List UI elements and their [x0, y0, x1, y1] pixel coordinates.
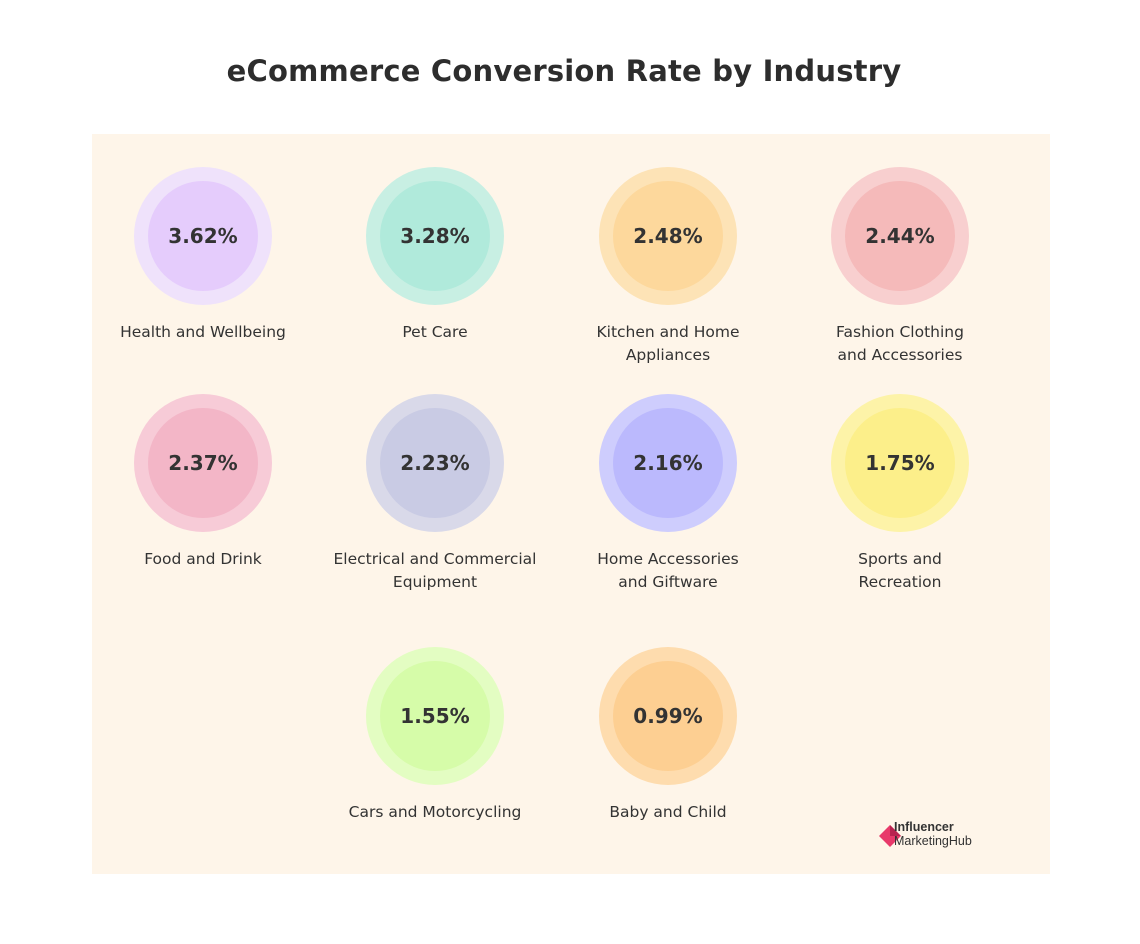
bubble-outer-circle: 2.48% — [599, 167, 737, 305]
bubble-item: 2.48% Kitchen and Home Appliances — [552, 167, 784, 367]
bubble-item: 1.55% Cars and Motorcycling — [319, 647, 551, 824]
logo-diamond-icon — [879, 825, 901, 847]
bubble-outer-circle: 2.23% — [366, 394, 504, 532]
bubble-inner-circle — [613, 181, 723, 291]
bubble-label: Home Accessories and Giftware — [597, 550, 739, 591]
bubble-outer-circle: 1.75% — [831, 394, 969, 532]
bubble-label: Baby and Child — [609, 803, 727, 821]
bubble-value: 2.23% — [400, 451, 470, 475]
bubble-label: Health and Wellbeing — [120, 323, 286, 341]
bubble-outer-circle: 2.44% — [831, 167, 969, 305]
bubble-item: 0.99% Baby and Child — [552, 647, 784, 824]
bubble-value: 2.16% — [633, 451, 703, 475]
bubble-inner-circle — [845, 181, 955, 291]
bubble-value: 0.99% — [633, 704, 703, 728]
bubble-item: 3.62% Health and Wellbeing — [87, 167, 319, 344]
logo-text: Influencer MarketingHub — [894, 820, 972, 848]
bubble-inner-circle — [380, 661, 490, 771]
bubble-value: 2.37% — [168, 451, 238, 475]
bubble-outer-circle: 3.28% — [366, 167, 504, 305]
bubble-outer-circle: 3.62% — [134, 167, 272, 305]
bubble-label: Cars and Motorcycling — [348, 803, 522, 821]
bubble-item: 2.44% Fashion Clothing and Accessories — [784, 167, 1016, 367]
bubble-value: 3.62% — [168, 224, 238, 248]
bubble-inner-circle — [380, 181, 490, 291]
bubble-inner-circle — [845, 408, 955, 518]
bubble-inner-circle — [613, 661, 723, 771]
bubble-inner-circle — [613, 408, 723, 518]
bubble-outer-circle: 0.99% — [599, 647, 737, 785]
bubble-item: 2.16% Home Accessories and Giftware — [552, 394, 784, 594]
bubble-outer-circle: 1.55% — [366, 647, 504, 785]
bubble-label: Pet Care — [402, 323, 468, 341]
bubble-inner-circle — [148, 181, 258, 291]
bubble-item: 2.37% Food and Drink — [87, 394, 319, 571]
bubble-inner-circle — [148, 408, 258, 518]
bubble-outer-circle: 2.37% — [134, 394, 272, 532]
bubble-outer-circle: 2.16% — [599, 394, 737, 532]
influencer-marketing-hub-logo: Influencer MarketingHub — [878, 818, 1008, 852]
logo-line-2: MarketingHub — [894, 834, 972, 848]
logo-line-1: Influencer — [894, 820, 954, 834]
bubble-value: 1.55% — [400, 704, 470, 728]
bubble-value: 2.48% — [633, 224, 703, 248]
chart-title: eCommerce Conversion Rate by Industry — [226, 54, 902, 88]
bubble-inner-circle — [380, 408, 490, 518]
bubble-value: 2.44% — [865, 224, 935, 248]
bubble-label: Fashion Clothing and Accessories — [836, 323, 964, 364]
bubble-item: 3.28% Pet Care — [319, 167, 551, 344]
bubble-value: 1.75% — [865, 451, 935, 475]
bubble-label: Electrical and Commercial Equipment — [333, 550, 537, 591]
bubble-value: 3.28% — [400, 224, 470, 248]
bubble-item: 1.75% Sports and Recreation — [784, 394, 1016, 594]
bubble-item: 2.23% Electrical and Commercial Equipment — [319, 394, 551, 594]
bubble-label: Food and Drink — [144, 550, 262, 568]
bubble-label: Sports and Recreation — [858, 550, 942, 591]
bubble-label: Kitchen and Home Appliances — [596, 323, 740, 364]
